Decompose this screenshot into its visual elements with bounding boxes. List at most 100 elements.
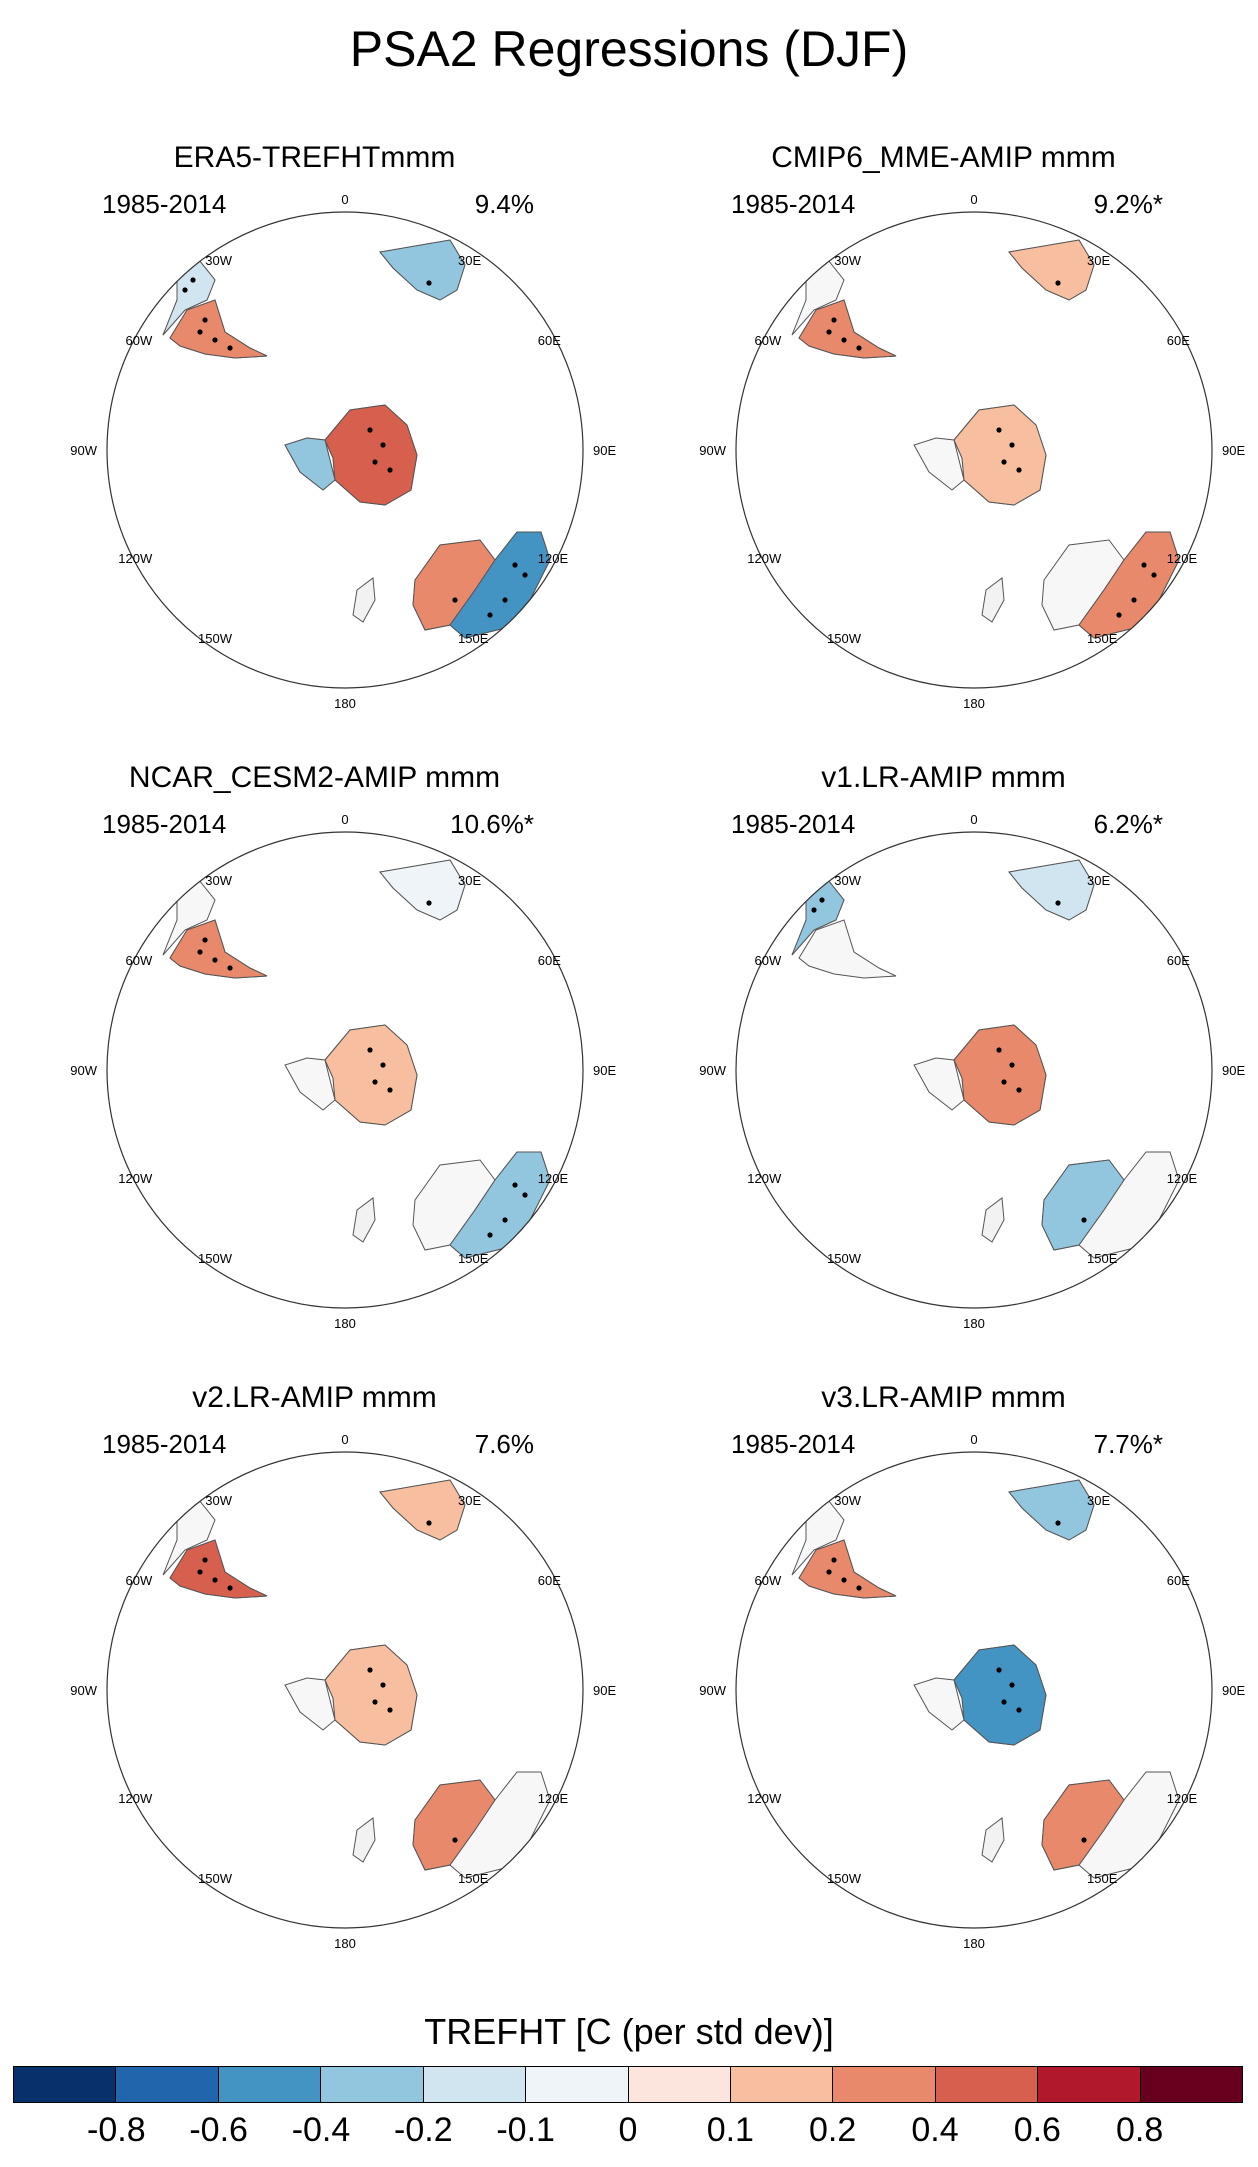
significance-dot bbox=[1055, 900, 1061, 906]
longitude-label: 30E bbox=[458, 1493, 481, 1508]
longitude-label: 60W bbox=[754, 953, 781, 968]
longitude-label: 150W bbox=[827, 1251, 862, 1266]
significance-dot bbox=[996, 1667, 1002, 1673]
longitude-label: 60W bbox=[125, 1573, 152, 1588]
significance-dot bbox=[227, 1585, 233, 1591]
longitude-label: 90W bbox=[699, 1063, 726, 1078]
longitude-label: 30W bbox=[205, 253, 232, 268]
significance-dot bbox=[380, 442, 386, 448]
colorbar-tick-label: -0.1 bbox=[496, 2111, 555, 2149]
significance-dot bbox=[1141, 562, 1147, 568]
longitude-label: 120E bbox=[538, 1171, 569, 1186]
longitude-label: 180 bbox=[334, 696, 356, 711]
anomaly-antarctica bbox=[324, 1024, 418, 1126]
colorbar-tick-label: 0.8 bbox=[1116, 2111, 1164, 2149]
figure-title: PSA2 Regressions (DJF) bbox=[349, 21, 909, 77]
significance-dot bbox=[452, 1837, 458, 1843]
colorbar-swatch bbox=[628, 2067, 731, 2102]
significance-dot bbox=[367, 1667, 373, 1673]
longitude-label: 60E bbox=[538, 333, 561, 348]
longitude-label: 0 bbox=[970, 812, 977, 827]
anomaly-antarctica bbox=[324, 404, 418, 506]
longitude-label: 150W bbox=[827, 1871, 862, 1886]
longitude-label: 150E bbox=[1087, 1251, 1118, 1266]
colorbar-tick-label: -0.8 bbox=[87, 2111, 146, 2149]
anomaly-africa bbox=[379, 239, 466, 301]
significance-dot bbox=[372, 459, 378, 465]
polar-map: 0 30E 60E 90E 120E 150E 180 150W 120W 90W 60W 30W bbox=[70, 1432, 616, 1951]
map-boundary bbox=[106, 831, 584, 1309]
colorbar-tick-label: 0 bbox=[618, 2111, 638, 2149]
anomaly-antarctica bbox=[324, 1644, 418, 1746]
longitude-label: 60W bbox=[754, 1573, 781, 1588]
colorbar-swatch bbox=[730, 2067, 834, 2102]
panel-period: 1985-2014 bbox=[731, 809, 856, 839]
longitude-label: 0 bbox=[341, 192, 348, 207]
panel-period: 1985-2014 bbox=[102, 189, 227, 219]
significance-dot bbox=[826, 329, 832, 335]
significance-dot bbox=[1016, 1087, 1022, 1093]
longitude-label: 60W bbox=[125, 953, 152, 968]
longitude-label: 90E bbox=[1222, 443, 1245, 458]
significance-dot bbox=[502, 1217, 508, 1223]
longitude-label: 60E bbox=[538, 953, 561, 968]
panel-variance-explained: 9.4% bbox=[474, 189, 534, 219]
panel-title: ERA5-TREFHTmmm bbox=[173, 141, 456, 174]
significance-dot bbox=[1151, 572, 1157, 578]
longitude-label: 120E bbox=[1167, 1791, 1198, 1806]
significance-dot bbox=[996, 427, 1002, 433]
significance-dot bbox=[1081, 1837, 1087, 1843]
longitude-label: 0 bbox=[341, 812, 348, 827]
significance-dot bbox=[831, 1557, 837, 1563]
significance-dot bbox=[372, 1699, 378, 1705]
longitude-label: 120W bbox=[747, 551, 782, 566]
significance-dot bbox=[522, 1192, 528, 1198]
longitude-label: 30W bbox=[834, 1493, 861, 1508]
polar-map: 0 30E 60E 90E 120E 150E 180 150W 120W 90W 60W 30W bbox=[70, 192, 616, 711]
significance-dot bbox=[512, 562, 518, 568]
significance-dot bbox=[1131, 597, 1137, 603]
anomaly-africa bbox=[1008, 239, 1095, 301]
coastline-new-zealand bbox=[352, 1197, 376, 1243]
significance-dot bbox=[426, 280, 432, 286]
colorbar-swatch bbox=[423, 2067, 527, 2102]
longitude-label: 90W bbox=[699, 443, 726, 458]
longitude-label: 180 bbox=[963, 1936, 985, 1951]
regression-panel: ERA5-TREFHTmmm 1985-2014 9.4% 0 30E 60E 90E 120… bbox=[0, 120, 629, 740]
longitude-label: 180 bbox=[334, 1936, 356, 1951]
colorbar-tick-label: 0.1 bbox=[706, 2111, 754, 2149]
significance-dot bbox=[197, 949, 203, 955]
significance-dot bbox=[202, 317, 208, 323]
significance-dot bbox=[512, 1182, 518, 1188]
significance-dot bbox=[1116, 612, 1122, 618]
significance-dot bbox=[1009, 442, 1015, 448]
significance-dot bbox=[367, 1047, 373, 1053]
significance-dot bbox=[841, 1577, 847, 1583]
significance-dot bbox=[202, 1557, 208, 1563]
panel-title: v2.LR-AMIP mmm bbox=[192, 1381, 437, 1414]
colorbar-tick-label: 0.4 bbox=[911, 2111, 959, 2149]
longitude-label: 60E bbox=[538, 1573, 561, 1588]
colorbar-title: TREFHT [C (per std dev)] bbox=[424, 2011, 834, 2052]
longitude-label: 30E bbox=[458, 873, 481, 888]
significance-dot bbox=[212, 957, 218, 963]
longitude-label: 120W bbox=[747, 1171, 782, 1186]
significance-dot bbox=[227, 965, 233, 971]
longitude-label: 180 bbox=[334, 1316, 356, 1331]
longitude-label: 150E bbox=[1087, 631, 1118, 646]
anomaly-africa bbox=[379, 859, 466, 921]
panel-title: CMIP6_MME-AMIP mmm bbox=[771, 141, 1116, 174]
panel-period: 1985-2014 bbox=[731, 189, 856, 219]
anomaly-africa bbox=[1008, 859, 1095, 921]
significance-dot bbox=[426, 1520, 432, 1526]
map-boundary bbox=[735, 211, 1213, 689]
significance-dot bbox=[856, 1585, 862, 1591]
significance-dot bbox=[227, 345, 233, 351]
polar-map: 0 30E 60E 90E 120E 150E 180 150W 120W 90W 60W 30W bbox=[70, 812, 616, 1331]
colorbar-swatch bbox=[833, 2067, 936, 2102]
longitude-label: 90E bbox=[1222, 1683, 1245, 1698]
anomaly-australia-west bbox=[412, 1779, 496, 1871]
longitude-label: 150E bbox=[1087, 1871, 1118, 1886]
anomaly-antarctica bbox=[953, 404, 1047, 506]
significance-dot bbox=[197, 329, 203, 335]
